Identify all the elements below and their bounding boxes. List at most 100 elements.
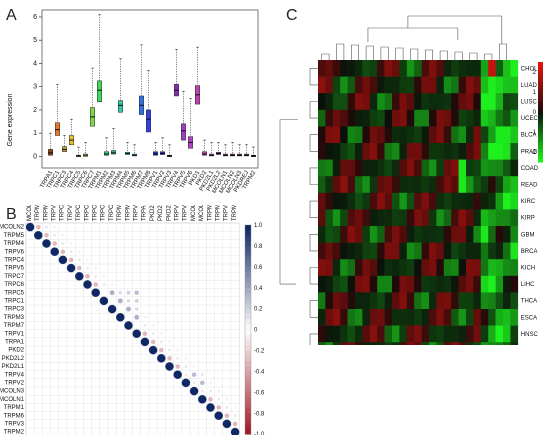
colorbar-segment [538, 142, 543, 146]
col-label: TRPM1 [207, 205, 213, 221]
heatmap-cell [347, 76, 356, 94]
heatmap-cell [399, 309, 408, 326]
heatmap-cell [421, 192, 430, 210]
heatmap-cell [384, 226, 393, 243]
heatmap-cell [384, 342, 393, 345]
heatmap-cell [406, 342, 415, 345]
corr-dot [159, 347, 164, 353]
colorbar-segment [245, 235, 251, 242]
corr-dot [116, 313, 125, 322]
corr-dot [176, 356, 180, 360]
heatmap-cell [451, 259, 459, 277]
row-label: TRPC1 [4, 299, 24, 305]
corr-dot [157, 354, 166, 363]
heatmap-cell [325, 309, 334, 326]
heatmap-cell [458, 159, 467, 177]
corr-dot [142, 331, 148, 336]
boxplot-svg: A Gene expression 0123456TRPA1TRPC1TRPC3… [6, 7, 259, 195]
corr-dot [91, 288, 100, 297]
heatmap-cell [414, 143, 422, 160]
heatmap-cell [406, 292, 415, 310]
heatmap-cell [414, 292, 422, 310]
colorbar-segment [538, 78, 543, 83]
heatmap-cell [466, 292, 474, 310]
dendrogram-branch [365, 45, 374, 60]
heatmap-cell [362, 209, 371, 227]
col-label: TRPC5 [93, 205, 99, 221]
heatmap-cell [421, 226, 430, 243]
heatmap-cell [355, 209, 363, 227]
heatmap-cell [318, 93, 326, 111]
heatmap-cell [355, 76, 363, 94]
colorbar-segment [538, 85, 543, 90]
row-label: LUSC [521, 99, 538, 105]
heatmap-cell [332, 342, 341, 345]
heatmap-cell [488, 159, 496, 177]
heatmap-cell [495, 60, 504, 77]
heatmap-cell [399, 342, 408, 345]
heatmap-cell [377, 60, 385, 77]
heatmap-cell [355, 159, 363, 177]
dendrogram-branch [309, 267, 318, 285]
corr-dot [134, 298, 139, 303]
heatmap-cell [429, 60, 437, 77]
heatmap-cell [429, 275, 437, 293]
heatmap-cell [362, 60, 371, 77]
heatmap-cell [340, 60, 348, 77]
heatmap-cell [495, 226, 504, 243]
row-label: KIRP [521, 216, 535, 222]
heatmap-cell [488, 226, 496, 243]
col-label: TRPM7 [125, 205, 131, 221]
heatmap-cell [466, 93, 474, 111]
corr-dot [83, 280, 92, 289]
heatmap-cell [369, 126, 378, 144]
corr-dot [143, 324, 147, 327]
heatmap-cell [510, 209, 519, 227]
heatmap-cell [473, 309, 482, 326]
heatmap-cell [362, 192, 371, 210]
heatmap-cell [503, 226, 511, 243]
heatmap-cell [325, 242, 334, 260]
corr-dot [44, 233, 49, 238]
colorbar-segment [538, 132, 543, 136]
row-label: TRPM7 [4, 323, 25, 329]
heatmap-cell [392, 176, 400, 194]
heatmap-cell [436, 159, 445, 177]
heatmap-cell [377, 159, 385, 177]
heatmap-cell [466, 159, 474, 177]
heatmap-cell [480, 325, 489, 343]
colorbar-tick-label: 2 [533, 70, 537, 76]
colorbar-segment [538, 135, 543, 140]
colorbar-segment [245, 225, 251, 231]
heatmap-cell [332, 259, 341, 277]
colorbar-segment [538, 105, 543, 110]
heatmap-cell [421, 242, 430, 260]
corr-dot [232, 421, 238, 427]
corr-dot [126, 290, 131, 295]
dendrogram-branch [439, 50, 448, 60]
row-label: TRPM6 [4, 413, 25, 419]
heatmap-cell [399, 192, 408, 210]
row-label: TRPM2 [4, 430, 25, 435]
heatmap-cell [340, 325, 348, 343]
heatmap-cell [399, 76, 408, 94]
heatmap-cell [488, 325, 496, 343]
col-label: MCOLN2 [27, 205, 33, 221]
heatmap-cell [458, 176, 467, 194]
colorbar-tick-label: 0.4 [254, 286, 263, 292]
heatmap-cell [332, 60, 341, 77]
heatmap-cell [503, 259, 511, 277]
corr-dot [66, 263, 76, 273]
col-label: MCOLN1 [199, 205, 205, 221]
y-tick-label: 5 [33, 37, 37, 44]
corr-dot [36, 224, 41, 230]
corr-dot [85, 274, 90, 279]
dendrogram-branch [395, 47, 404, 60]
heatmap-cell [332, 76, 341, 94]
heatmap-cell [503, 60, 511, 77]
heatmap-cell [473, 275, 482, 293]
row-label: HNSC [521, 332, 539, 338]
heatmap-cell [510, 126, 519, 144]
heatmap-cell [369, 275, 378, 293]
colorbar-segment [245, 245, 251, 252]
